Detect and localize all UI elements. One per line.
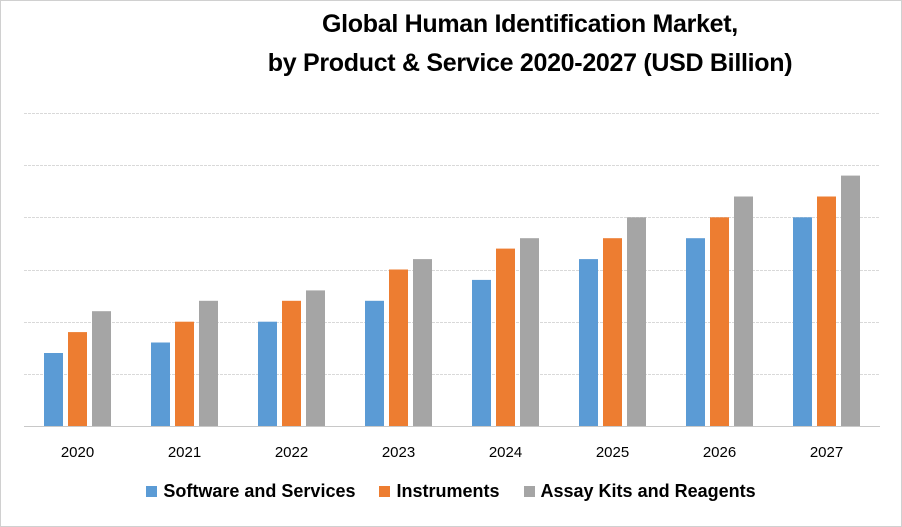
legend-item-assay-kits-and-reagents: Assay Kits and Reagents — [523, 481, 756, 502]
legend-item-instruments: Instruments — [379, 481, 500, 502]
bar-assay-kits-and-reagents-2024 — [520, 238, 539, 426]
bar-software-and-services-2023 — [365, 300, 384, 426]
bar-software-and-services-2025 — [579, 259, 598, 426]
bar-assay-kits-and-reagents-2020 — [92, 311, 111, 426]
bar-instruments-2025 — [603, 238, 622, 426]
bar-instruments-2023 — [389, 269, 408, 426]
bar-instruments-2026 — [710, 217, 729, 426]
legend-label: Software and Services — [163, 481, 356, 501]
legend-label: Assay Kits and Reagents — [540, 481, 756, 501]
bar-instruments-2022 — [282, 300, 301, 426]
legend-item-software-and-services: Software and Services — [146, 481, 355, 502]
chart-title: Global Human Identification Market, — [322, 10, 738, 38]
chart-subtitle: by Product & Service 2020-2027 (USD Bill… — [267, 49, 793, 77]
bar-assay-kits-and-reagents-2023 — [413, 259, 432, 426]
bar-software-and-services-2022 — [258, 321, 277, 426]
bar-assay-kits-and-reagents-2026 — [734, 196, 753, 426]
bar-software-and-services-2021 — [151, 342, 170, 426]
bar-software-and-services-2027 — [793, 217, 812, 426]
bar-assay-kits-and-reagents-2022 — [306, 290, 325, 426]
legend-swatch — [523, 486, 535, 497]
bar-assay-kits-and-reagents-2027 — [841, 175, 860, 426]
x-tick-label: 2025 — [596, 444, 629, 461]
x-tick-label: 2021 — [168, 444, 201, 461]
bar-instruments-2021 — [175, 321, 194, 426]
x-tick-label: 2023 — [382, 444, 415, 461]
bar-assay-kits-and-reagents-2025 — [627, 217, 646, 426]
legend-swatch — [146, 486, 158, 497]
legend-swatch — [379, 486, 391, 497]
x-tick-label: 2022 — [275, 444, 308, 461]
bar-instruments-2024 — [496, 248, 515, 426]
bar-software-and-services-2026 — [686, 238, 705, 426]
legend-label: Instruments — [396, 481, 500, 501]
bar-assay-kits-and-reagents-2021 — [199, 300, 218, 426]
x-tick-label: 2027 — [810, 444, 843, 461]
bar-software-and-services-2024 — [472, 279, 491, 426]
x-tick-label: 2020 — [61, 444, 94, 461]
bar-software-and-services-2020 — [44, 353, 63, 426]
x-tick-label: 2026 — [703, 444, 736, 461]
legend: Software and Services Instruments Assay … — [0, 481, 902, 502]
bar-instruments-2027 — [817, 196, 836, 426]
bar-instruments-2020 — [68, 332, 87, 426]
x-tick-label: 2024 — [489, 444, 522, 461]
